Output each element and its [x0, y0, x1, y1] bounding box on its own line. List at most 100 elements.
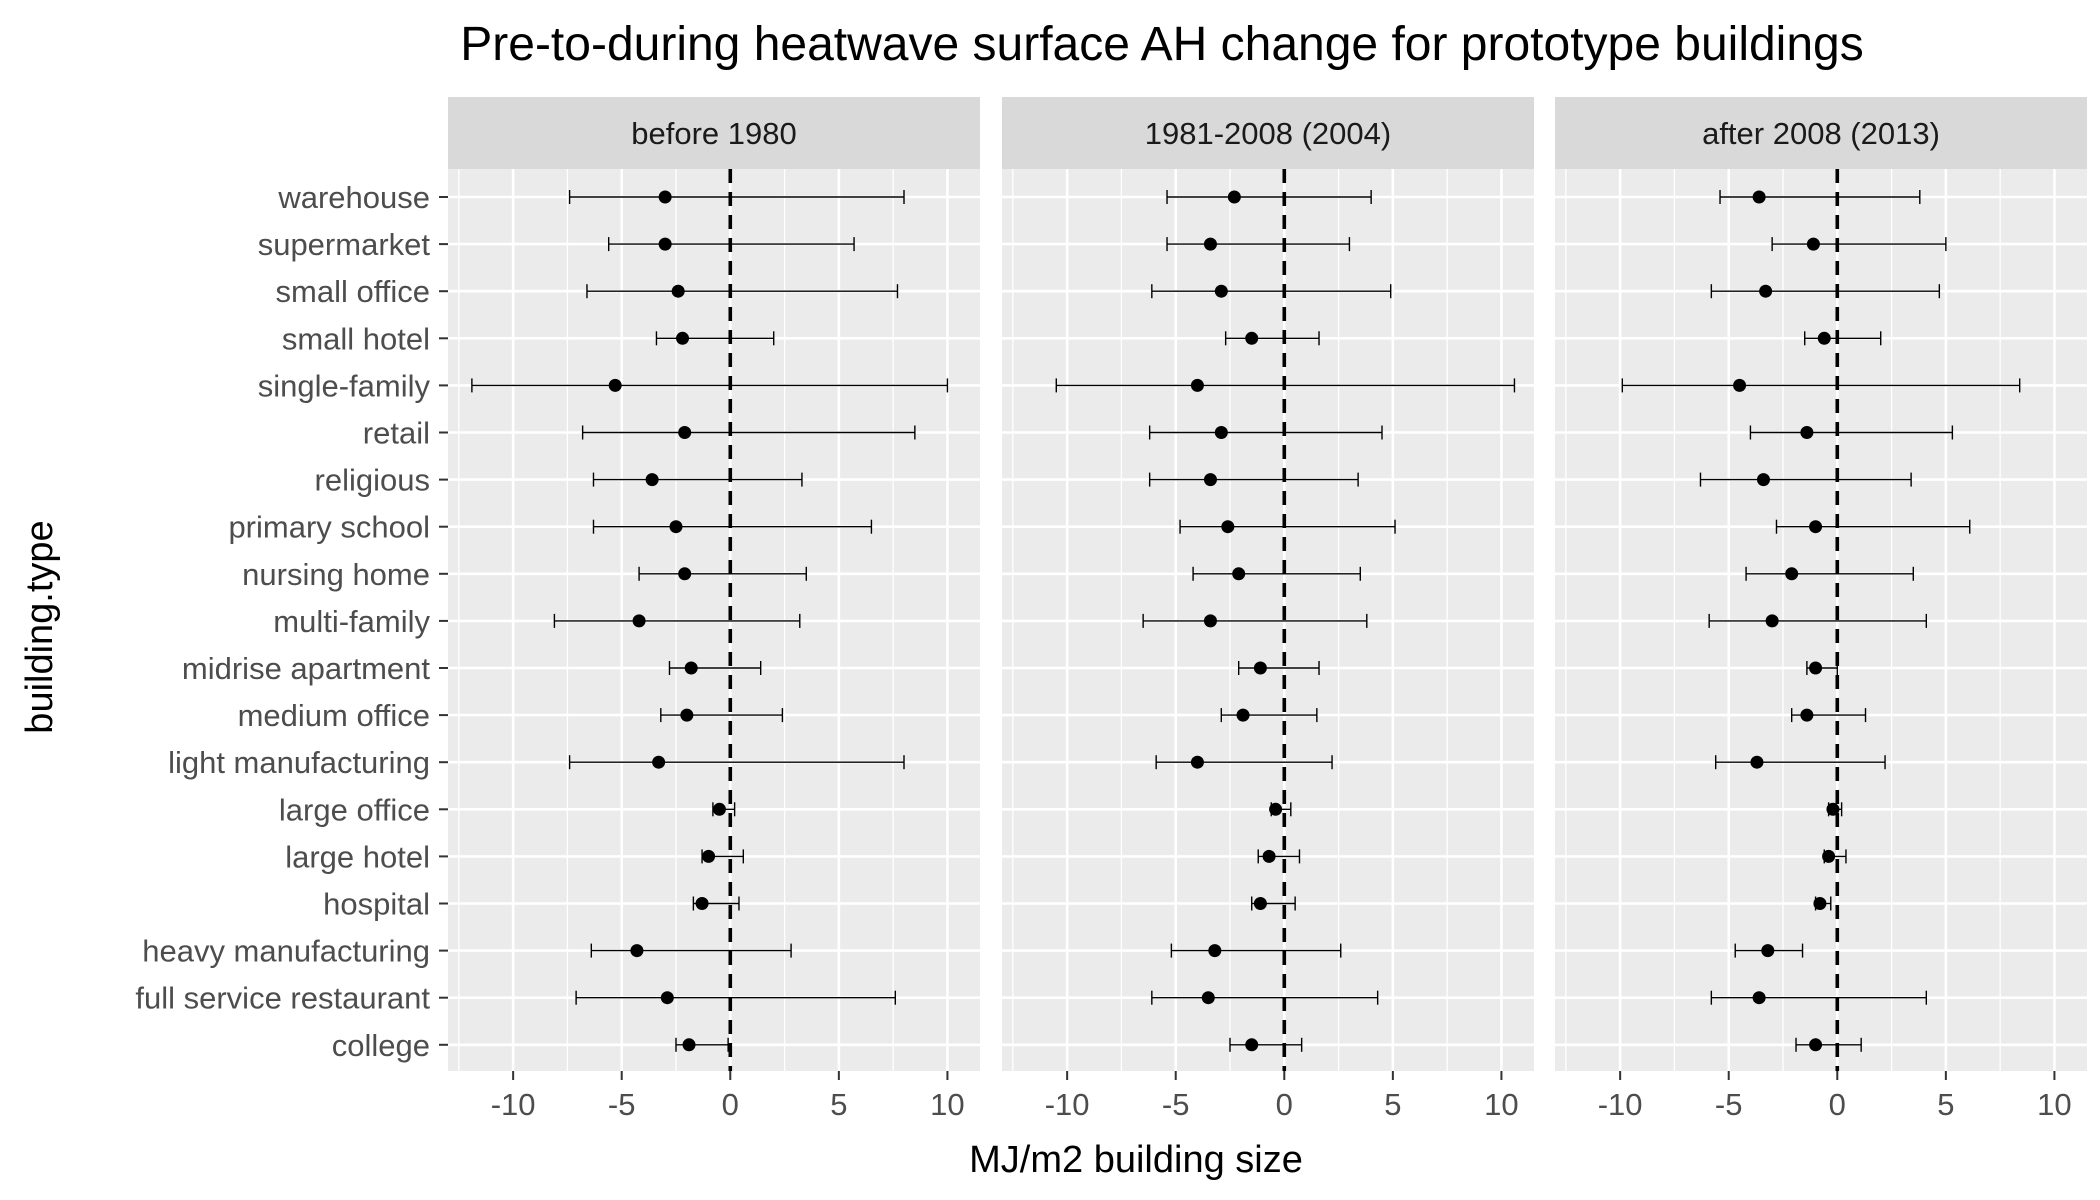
y-tick-label: primary school: [228, 510, 430, 545]
mean-point: [1826, 802, 1840, 816]
errorbar-mark: [581, 425, 916, 440]
y-tick-label: multi-family: [273, 604, 430, 639]
errorbar-mark: [592, 472, 803, 487]
errorbar-mark: [1148, 472, 1359, 487]
mean-point: [1203, 473, 1217, 487]
mean-point: [671, 284, 685, 298]
errorbar-mark: [592, 519, 873, 534]
errorbar-mark: [1155, 755, 1333, 770]
errorbar-mark: [586, 284, 899, 299]
mean-point: [660, 991, 674, 1005]
errorbar-mark: [1710, 284, 1941, 299]
mean-point: [1813, 897, 1827, 910]
mean-point: [608, 378, 622, 392]
x-tick-label: 0: [1829, 1087, 1846, 1122]
x-tick-label: -5: [1715, 1087, 1743, 1122]
facet-panel: 1981-2008 (2004) -10 -5 0 5 10: [1002, 97, 1534, 1122]
errorbar-mark: [607, 237, 855, 252]
mean-point: [1733, 378, 1747, 392]
y-tick-label: full service restaurant: [135, 981, 430, 1016]
errorbar-mark: [1170, 943, 1342, 958]
y-tick-label: small hotel: [282, 321, 430, 356]
y-tick-label: nursing home: [242, 557, 430, 592]
errorbar-mark: [692, 896, 740, 911]
errorbar-mark: [1192, 566, 1361, 581]
mean-point: [1809, 661, 1823, 675]
y-tick-label: medium office: [238, 698, 430, 733]
mean-point: [1822, 849, 1836, 863]
errorbar-mark: [1148, 425, 1383, 440]
mean-point: [1221, 520, 1235, 534]
errorbar-mark: [1699, 472, 1912, 487]
mean-point: [1201, 991, 1215, 1005]
errorbar-mark: [1710, 990, 1928, 1005]
mean-point: [680, 708, 694, 722]
errorbar-mark: [568, 755, 905, 770]
errorbar-mark: [1771, 237, 1947, 252]
mean-point: [645, 473, 659, 487]
errorbar-mark: [1142, 613, 1368, 628]
y-tick-label: hospital: [323, 887, 430, 922]
y-axis: warehouse supermarket small office small ho…: [135, 180, 448, 1063]
facet-strip-label: before 1980: [631, 116, 796, 151]
y-tick-label: small office: [276, 274, 431, 309]
y-tick-label: large hotel: [285, 839, 430, 874]
facet-strip: [1555, 97, 2087, 169]
mean-point: [1253, 661, 1267, 675]
errorbar-mark: [712, 802, 736, 817]
errorbar-mark: [1795, 1037, 1862, 1052]
mean-point: [1208, 944, 1222, 958]
y-tick-label: religious: [315, 463, 430, 498]
mean-point: [1752, 991, 1766, 1005]
errorbar-mark: [660, 708, 784, 723]
mean-point: [1214, 426, 1228, 439]
mean-point: [712, 802, 726, 816]
errorbar-mark: [1179, 519, 1396, 534]
errorbar-mark: [1166, 190, 1372, 204]
x-tick-label: -10: [1045, 1087, 1090, 1122]
mean-point: [684, 661, 698, 675]
mean-point: [1262, 849, 1276, 863]
mean-point: [695, 897, 709, 910]
errorbar-mark: [655, 331, 775, 346]
mean-point: [1269, 802, 1283, 816]
chart-title: Pre-to-during heatwave surface AH change…: [460, 18, 1863, 71]
mean-point: [632, 614, 646, 628]
mean-point: [1809, 1038, 1823, 1052]
y-tick-label: retail: [363, 416, 430, 451]
errorbar-mark: [1269, 802, 1292, 817]
errorbar-mark: [1257, 849, 1301, 864]
y-tick-label: heavy manufacturing: [142, 934, 430, 969]
errorbar-mark: [1220, 708, 1318, 723]
mean-point: [1785, 567, 1799, 581]
errorbar-mark: [1708, 613, 1928, 628]
errorbar-mark: [568, 190, 905, 204]
x-tick-label: -5: [1162, 1087, 1190, 1122]
errorbar-mark: [1775, 519, 1971, 534]
mean-point: [1809, 520, 1823, 534]
facet-strip: [448, 97, 980, 169]
mean-point: [1190, 755, 1204, 769]
mean-point: [1800, 426, 1814, 439]
mean-point: [1190, 378, 1204, 392]
errorbar-mark: [638, 566, 807, 581]
errorbar-mark: [1251, 896, 1296, 911]
y-tick-label: supermarket: [258, 227, 431, 262]
errorbar-mark: [1822, 849, 1847, 864]
mean-point: [702, 849, 716, 863]
errorbar-mark: [1804, 331, 1882, 346]
mean-point: [678, 426, 692, 439]
mean-point: [658, 237, 672, 251]
x-axis-title: MJ/m2 building size: [969, 1139, 1303, 1181]
x-tick-label: 5: [1384, 1087, 1401, 1122]
mean-point: [682, 1038, 696, 1052]
facet-panel: before 1980 -10 -5 0 5 10: [448, 97, 980, 1122]
x-tick-label: -10: [1598, 1087, 1643, 1122]
x-tick-label: 10: [1484, 1087, 1518, 1122]
mean-point: [1752, 190, 1766, 204]
errorbar-mark: [1734, 943, 1804, 958]
mean-point: [652, 755, 666, 769]
y-tick-label: light manufacturing: [168, 745, 430, 780]
errorbar-mark: [1055, 378, 1516, 393]
